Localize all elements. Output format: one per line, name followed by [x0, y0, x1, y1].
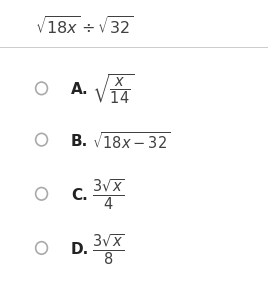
- Text: $\dfrac{3\sqrt{x}}{4}$: $\dfrac{3\sqrt{x}}{4}$: [92, 178, 125, 212]
- Text: $\sqrt{18x} \div \sqrt{32}$: $\sqrt{18x} \div \sqrt{32}$: [35, 16, 134, 38]
- Text: C.: C.: [71, 188, 88, 203]
- Text: $\sqrt{18x-32}$: $\sqrt{18x-32}$: [92, 131, 171, 152]
- Text: $\dfrac{3\sqrt{x}}{8}$: $\dfrac{3\sqrt{x}}{8}$: [92, 232, 125, 266]
- Text: A.: A.: [71, 82, 89, 97]
- Text: B.: B.: [71, 134, 88, 148]
- Text: $\sqrt{\dfrac{x}{14}}$: $\sqrt{\dfrac{x}{14}}$: [92, 73, 135, 106]
- Text: D.: D.: [71, 242, 89, 257]
